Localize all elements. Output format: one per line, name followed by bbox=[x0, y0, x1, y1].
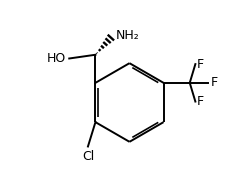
Text: Cl: Cl bbox=[82, 150, 94, 163]
Text: NH₂: NH₂ bbox=[116, 28, 140, 42]
Text: F: F bbox=[197, 58, 204, 71]
Text: F: F bbox=[210, 76, 217, 89]
Text: F: F bbox=[197, 95, 204, 108]
Text: HO: HO bbox=[47, 52, 66, 65]
